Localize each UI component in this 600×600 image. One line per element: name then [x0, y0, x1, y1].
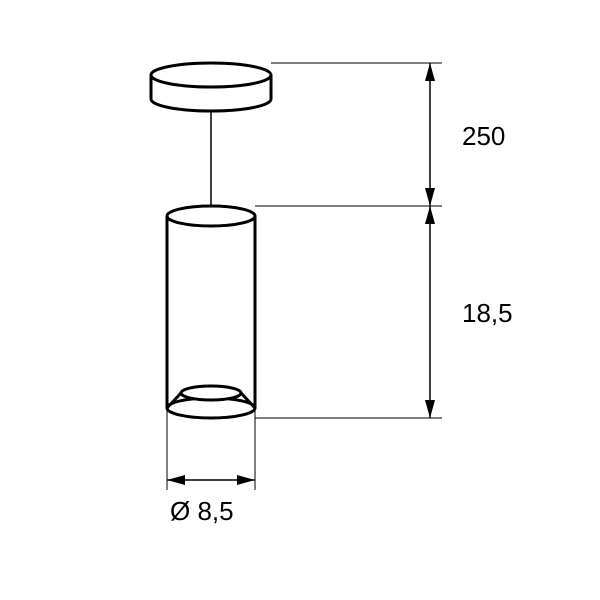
- dim-body-height-label: 18,5: [462, 298, 513, 328]
- dim-cable-drop-label: 250: [462, 121, 505, 151]
- lamp-dimension-diagram: 250 18,5 Ø 8,5: [0, 0, 600, 600]
- dim-diameter-label: Ø 8,5: [170, 496, 234, 526]
